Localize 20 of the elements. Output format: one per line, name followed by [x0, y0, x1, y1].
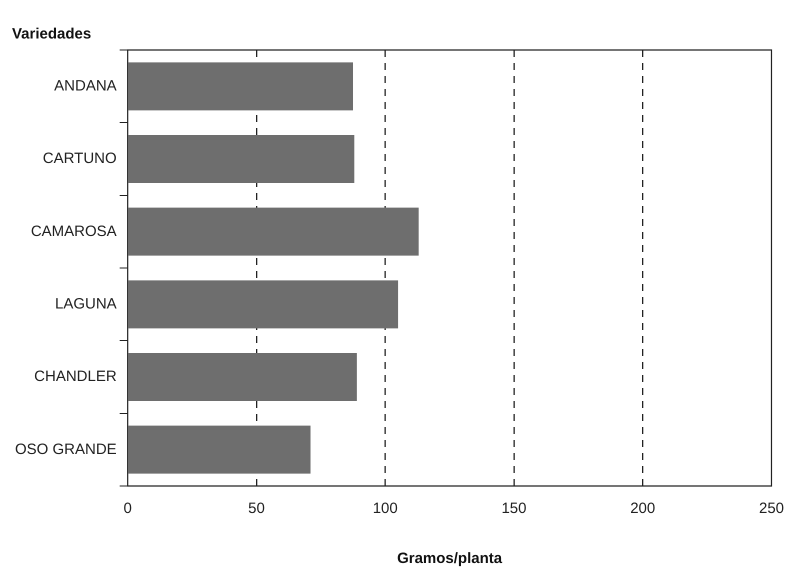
y-tick-label: LAGUNA	[54, 295, 117, 312]
bar	[128, 135, 354, 183]
bar	[128, 353, 357, 401]
bar	[128, 208, 419, 256]
bar	[128, 62, 354, 110]
y-axis-title: Variedades	[12, 26, 92, 43]
x-tick-label: 250	[758, 500, 784, 518]
bar	[128, 280, 398, 328]
bar	[128, 426, 311, 474]
y-tick-label: CAMAROSA	[30, 222, 117, 240]
x-tick-label: 100	[372, 500, 398, 518]
y-tick-label: ANDANA	[54, 77, 117, 94]
x-tick-label: 200	[630, 500, 656, 518]
y-tick-label: CARTUNO	[42, 150, 117, 168]
x-tick-label: 0	[124, 500, 132, 518]
y-tick-label: CHANDLER	[34, 368, 117, 386]
x-tick-label: 50	[248, 500, 265, 518]
x-axis-title: Gramos/planta	[397, 550, 503, 568]
y-tick-label: OSO GRANDE	[14, 440, 117, 458]
x-tick-label: 150	[501, 500, 526, 518]
